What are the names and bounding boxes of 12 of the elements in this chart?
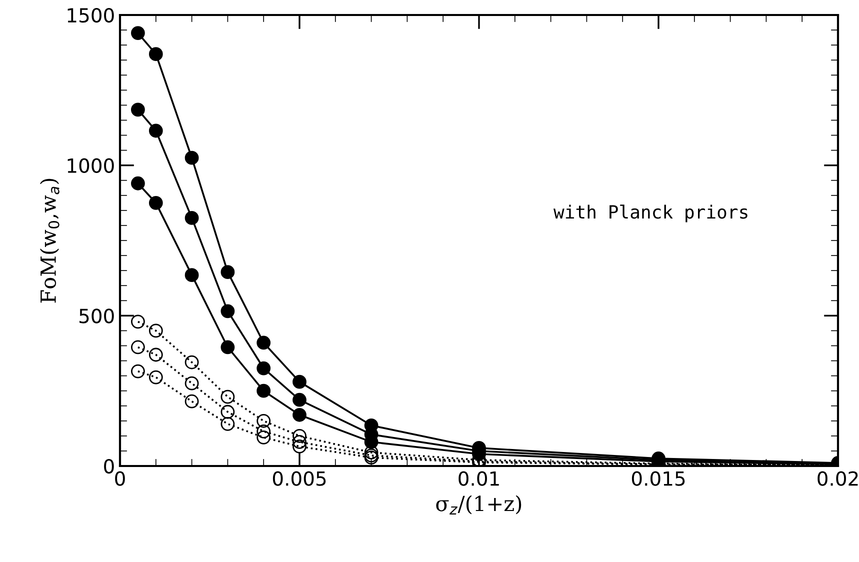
x-tick-label: 0.01 (458, 471, 499, 486)
x-tick-label: 0.02 (818, 471, 858, 486)
x-axis-title: σ$_{z}$/(1+z) (436, 495, 522, 514)
x-tick-label: 0 (115, 471, 125, 486)
x-tick-label: 0.015 (632, 471, 685, 486)
y-tick-label: 1000 (68, 158, 114, 173)
annotation: with Planck priors (553, 204, 748, 222)
y-axis-title: FoM(w$_{0}$,w$_{a}$) (40, 178, 60, 303)
y-tick-label: 1500 (68, 8, 114, 23)
y-tick-label: 500 (80, 308, 114, 324)
y-tick-label: 0 (104, 458, 114, 474)
x-tick-label: 0.005 (272, 471, 326, 486)
